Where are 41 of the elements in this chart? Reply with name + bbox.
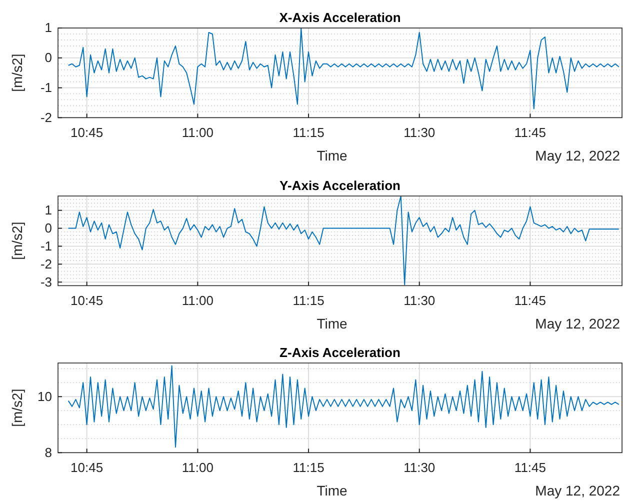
x-tick-label: 10:45 [70,460,104,476]
y-tick-label: -2 [40,110,52,125]
line-series [68,196,620,285]
y-tick-label: 0 [44,50,52,66]
text: May 12, 2022 [535,148,620,164]
x-tick-label: 11:15 [292,460,324,476]
x-tick-label: 11:30 [404,124,436,140]
y-axis-title: [m/s2] [9,389,25,428]
y-axis-title: [m/s2] [9,221,25,260]
y-tick-label: 8 [44,445,52,460]
x-tick-label: 11:00 [182,292,214,308]
x-tick-label: 11:00 [182,460,214,476]
x-axis-title: Time [316,482,348,499]
y-tick-label: -2 [40,256,52,271]
x-tick-label: 11:00 [182,124,214,140]
chart-title: X-Axis Acceleration [279,10,401,25]
line-series [68,366,620,448]
x-tick-label: 11:15 [292,292,324,308]
y-tick-label: -1 [40,80,52,95]
x-tick-label: 10:45 [70,124,104,140]
x-tick-label: 11:45 [514,124,546,140]
x-tick-label: 11:45 [514,460,546,476]
x-axis-title: Time [316,315,348,332]
line-series [68,28,620,110]
y-tick-label: 10 [38,389,52,404]
y-tick-label: 0 [44,220,52,236]
x-tick-label: 10:45 [70,292,104,308]
x-tick-label: 11:45 [514,292,546,308]
y-tick-label: -1 [40,238,52,254]
x-axis-title: Time [316,148,348,164]
x-tick-label: 11:30 [404,292,436,308]
y-tick-label: 1 [44,20,52,36]
text: May 12, 2022 [535,315,620,332]
x-tick-label: 11:30 [404,460,436,476]
y-tick-label: -3 [40,274,52,289]
x-tick-label: 11:15 [292,124,324,140]
chart-title: Y-Axis Acceleration [280,178,401,193]
text: May 12, 2022 [535,482,620,499]
y-tick-label: 1 [44,202,52,218]
chart-title: Z-Axis Acceleration [280,345,400,360]
y-axis-title: [m/s2] [9,54,25,92]
